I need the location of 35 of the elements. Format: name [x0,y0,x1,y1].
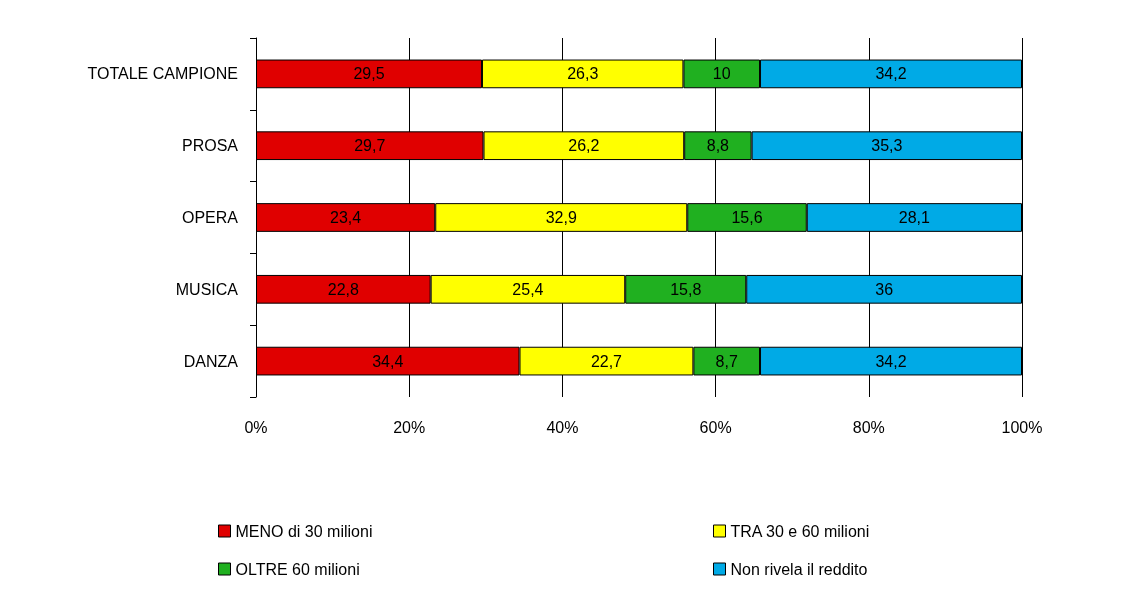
x-tick-label: 40% [546,418,579,436]
data-label: 29,7 [354,137,386,155]
y-tick-label: TOTALE CAMPIONE [87,65,238,83]
legend-label: Non rivela il reddito [730,560,868,578]
legend-label: OLTRE 60 milioni [235,560,360,578]
x-tick-label: 60% [699,418,732,436]
data-label: 10 [712,65,731,83]
data-label: 8,7 [715,352,738,370]
y-tick-label: DANZA [183,352,239,370]
data-label: 23,4 [330,209,362,226]
legend-label: MENO di 30 milioni [235,522,373,540]
data-label: 22,8 [327,280,359,298]
y-tick-label: OPERA [181,209,239,226]
x-tick-label: 100% [1001,418,1043,436]
y-tick-label: PROSA [181,137,239,155]
legend-label: TRA 30 e 60 milioni [730,522,870,540]
data-label: 15,6 [731,209,763,226]
data-label: 34,2 [875,352,907,370]
x-tick-label: 80% [852,418,885,436]
data-label: 8,8 [706,137,730,155]
data-label: 26,3 [567,65,599,83]
data-label: 34,2 [875,65,907,83]
data-label: 34,4 [372,352,404,370]
data-label: 32,9 [545,209,577,226]
data-label: 26,2 [568,137,600,155]
data-label: 28,1 [898,209,931,226]
data-label: 25,4 [512,280,544,298]
x-tick-label: 0% [244,418,268,436]
y-tick-label: MUSICA [175,280,239,298]
data-label: 22,7 [590,352,623,370]
data-label: 36 [875,280,894,298]
data-label: 35,3 [871,137,903,155]
data-label: 29,5 [353,65,385,83]
data-label: 15,8 [670,280,702,298]
x-tick-label: 20% [393,418,426,436]
